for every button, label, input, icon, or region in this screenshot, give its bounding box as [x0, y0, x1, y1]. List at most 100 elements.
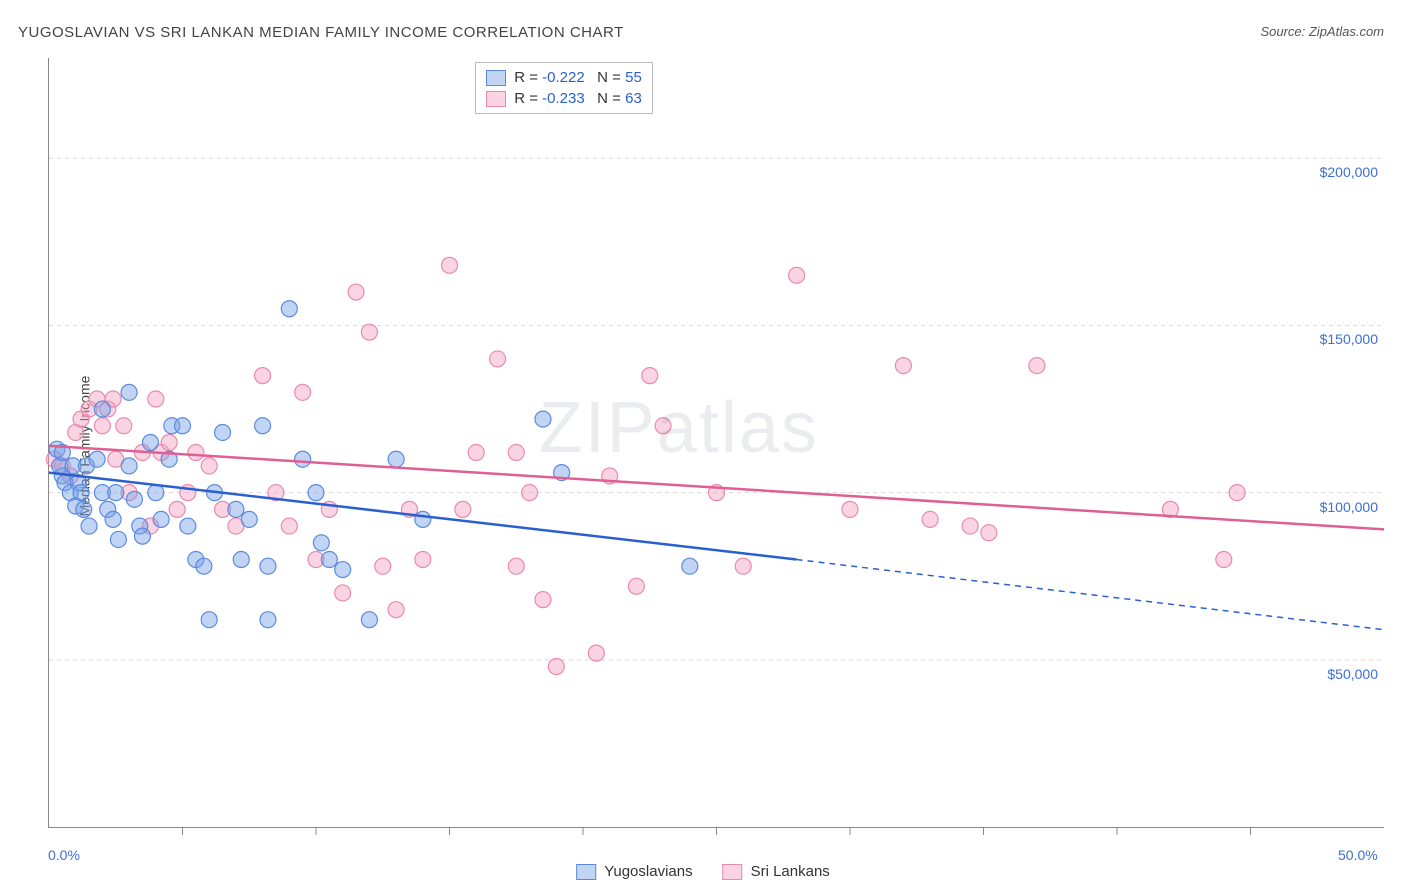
scatter-point	[508, 558, 524, 574]
scatter-point	[201, 612, 217, 628]
scatter-point	[180, 518, 196, 534]
legend-bottom: Yugoslavians Sri Lankans	[576, 863, 830, 880]
scatter-point	[962, 518, 978, 534]
scatter-point	[321, 552, 337, 568]
scatter-point	[548, 659, 564, 675]
scatter-point	[508, 445, 524, 461]
legend-swatch	[576, 864, 596, 880]
scatter-point	[201, 458, 217, 474]
scatter-point	[655, 418, 671, 434]
scatter-point	[628, 578, 644, 594]
scatter-point	[535, 592, 551, 608]
scatter-point	[148, 391, 164, 407]
scatter-point	[415, 511, 431, 527]
legend-swatch	[486, 70, 506, 86]
scatter-point	[188, 445, 204, 461]
scatter-point	[215, 424, 231, 440]
scatter-point	[148, 485, 164, 501]
y-tick-label: $50,000	[1298, 666, 1378, 682]
scatter-point	[228, 501, 244, 517]
scatter-point	[522, 485, 538, 501]
scatter-point	[73, 485, 89, 501]
legend-item: Sri Lankans	[723, 863, 830, 880]
scatter-point	[281, 518, 297, 534]
scatter-point	[89, 451, 105, 467]
y-tick-label: $100,000	[1298, 499, 1378, 515]
scatter-point	[105, 511, 121, 527]
scatter-point	[361, 612, 377, 628]
scatter-point	[1229, 485, 1245, 501]
scatter-point	[76, 501, 92, 517]
chart-container: YUGOSLAVIAN VS SRI LANKAN MEDIAN FAMILY …	[0, 0, 1406, 892]
legend-series-name: Yugoslavians	[604, 863, 692, 880]
scatter-point	[682, 558, 698, 574]
scatter-point	[468, 445, 484, 461]
scatter-point	[153, 511, 169, 527]
scatter-point	[281, 301, 297, 317]
legend-swatch	[723, 864, 743, 880]
scatter-point	[335, 562, 351, 578]
x-tick-label: 50.0%	[1338, 847, 1378, 863]
scatter-point	[161, 435, 177, 451]
scatter-point	[121, 384, 137, 400]
legend-stats-row: R = -0.222 N = 55	[486, 67, 642, 88]
scatter-point	[116, 418, 132, 434]
scatter-point	[121, 458, 137, 474]
legend-swatch	[486, 91, 506, 107]
legend-stats-row: R = -0.233 N = 63	[486, 88, 642, 109]
scatter-point	[490, 351, 506, 367]
scatter-point	[255, 418, 271, 434]
chart-svg	[49, 58, 1384, 827]
legend-item: Yugoslavians	[576, 863, 692, 880]
scatter-point	[308, 485, 324, 501]
scatter-point	[110, 531, 126, 547]
scatter-point	[455, 501, 471, 517]
scatter-point	[361, 324, 377, 340]
scatter-point	[388, 451, 404, 467]
legend-stats-text: R = -0.222 N = 55	[514, 69, 642, 86]
scatter-point	[981, 525, 997, 541]
legend-series-name: Sri Lankans	[751, 863, 830, 880]
scatter-point	[233, 552, 249, 568]
y-tick-label: $200,000	[1298, 164, 1378, 180]
scatter-point	[415, 552, 431, 568]
trend-line-extrapolated	[797, 560, 1384, 630]
scatter-point	[260, 558, 276, 574]
scatter-point	[94, 401, 110, 417]
plot-area	[48, 58, 1384, 828]
scatter-point	[895, 358, 911, 374]
scatter-point	[922, 511, 938, 527]
chart-title: YUGOSLAVIAN VS SRI LANKAN MEDIAN FAMILY …	[18, 24, 624, 41]
scatter-point	[81, 518, 97, 534]
scatter-point	[588, 645, 604, 661]
scatter-point	[241, 511, 257, 527]
scatter-point	[295, 451, 311, 467]
scatter-point	[442, 257, 458, 273]
scatter-point	[348, 284, 364, 300]
scatter-point	[642, 368, 658, 384]
legend-stats-text: R = -0.233 N = 63	[514, 90, 642, 107]
scatter-point	[295, 384, 311, 400]
x-tick-label: 0.0%	[48, 847, 80, 863]
scatter-point	[94, 418, 110, 434]
source-label: Source: ZipAtlas.com	[1260, 24, 1384, 39]
scatter-point	[735, 558, 751, 574]
scatter-point	[108, 485, 124, 501]
scatter-point	[842, 501, 858, 517]
scatter-point	[126, 491, 142, 507]
scatter-point	[255, 368, 271, 384]
y-tick-label: $150,000	[1298, 331, 1378, 347]
scatter-point	[375, 558, 391, 574]
scatter-point	[313, 535, 329, 551]
scatter-point	[169, 501, 185, 517]
scatter-point	[1216, 552, 1232, 568]
scatter-point	[196, 558, 212, 574]
scatter-point	[260, 612, 276, 628]
scatter-point	[175, 418, 191, 434]
scatter-point	[1029, 358, 1045, 374]
scatter-point	[388, 602, 404, 618]
scatter-point	[335, 585, 351, 601]
scatter-point	[134, 528, 150, 544]
legend-stats: R = -0.222 N = 55 R = -0.233 N = 63	[475, 62, 653, 114]
scatter-point	[142, 435, 158, 451]
